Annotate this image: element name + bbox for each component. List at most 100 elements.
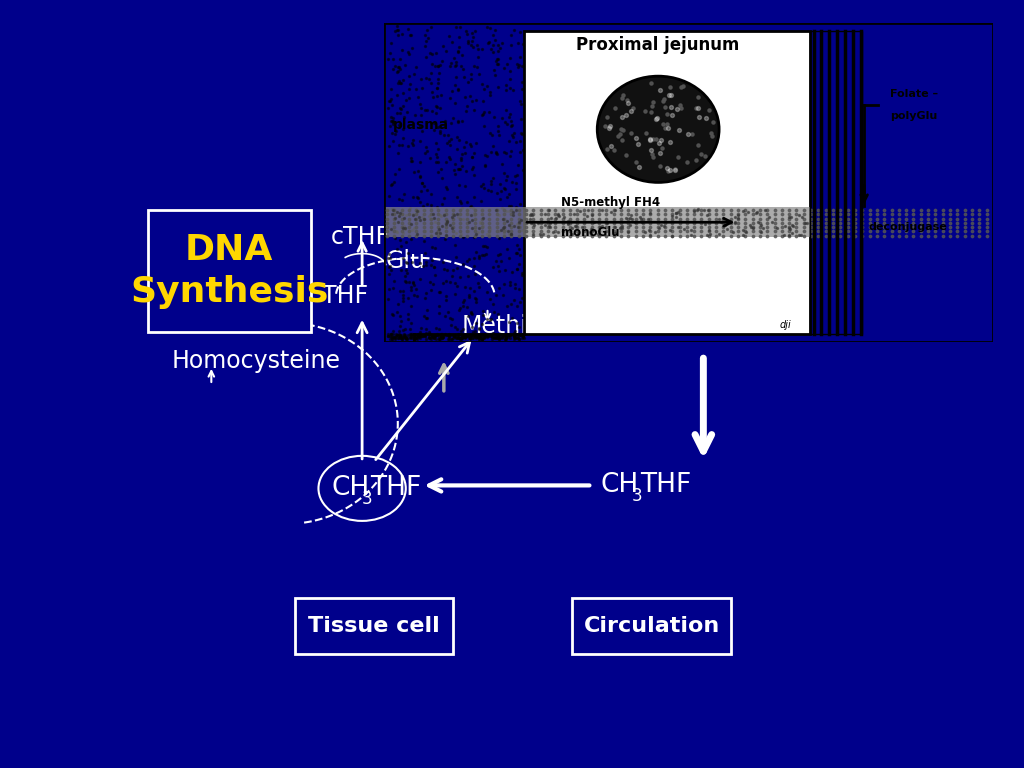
- Point: [643, 144, 659, 156]
- Point: [502, 329, 518, 342]
- Point: [737, 217, 754, 229]
- Text: THF: THF: [370, 475, 421, 502]
- Point: [664, 230, 680, 242]
- Point: [409, 221, 425, 233]
- Point: [449, 280, 465, 292]
- Point: [390, 332, 407, 344]
- Point: [382, 120, 398, 132]
- Point: [417, 247, 433, 260]
- Point: [508, 177, 524, 189]
- Point: [386, 225, 402, 237]
- Point: [649, 221, 666, 233]
- Point: [476, 331, 493, 343]
- Point: [471, 68, 487, 81]
- Point: [493, 333, 509, 345]
- Point: [662, 223, 678, 236]
- Point: [458, 104, 474, 117]
- Point: [561, 204, 578, 216]
- Point: [502, 228, 518, 240]
- Point: [780, 229, 797, 241]
- Point: [397, 236, 414, 248]
- Point: [507, 278, 523, 290]
- Point: [640, 214, 656, 226]
- Point: [461, 216, 477, 228]
- Point: [700, 221, 717, 233]
- Point: [672, 230, 688, 242]
- Point: [810, 208, 826, 220]
- Point: [480, 329, 497, 341]
- Point: [438, 294, 455, 306]
- Point: [501, 200, 517, 212]
- Point: [457, 147, 473, 160]
- Point: [797, 217, 813, 229]
- Point: [425, 330, 441, 343]
- Point: [429, 101, 445, 113]
- Point: [532, 208, 549, 220]
- Point: [394, 122, 411, 134]
- Point: [511, 333, 527, 345]
- Point: [513, 329, 529, 341]
- Point: [501, 220, 517, 232]
- Point: [497, 264, 513, 276]
- Point: [487, 290, 504, 302]
- Point: [407, 290, 423, 302]
- Point: [884, 217, 900, 229]
- Point: [744, 208, 761, 220]
- Point: [584, 217, 600, 229]
- Point: [412, 197, 428, 209]
- Point: [659, 164, 676, 177]
- Point: [498, 204, 514, 217]
- Point: [927, 217, 943, 229]
- Point: [508, 247, 524, 260]
- Point: [540, 221, 556, 233]
- Point: [435, 276, 452, 289]
- Point: [456, 231, 472, 243]
- Point: [503, 204, 519, 216]
- Point: [415, 82, 431, 94]
- Point: [476, 182, 493, 194]
- Point: [628, 213, 644, 225]
- Point: [598, 221, 614, 233]
- Text: THF: THF: [323, 284, 369, 308]
- Point: [502, 329, 518, 341]
- Point: [464, 163, 480, 175]
- Point: [509, 263, 525, 275]
- Point: [460, 224, 476, 237]
- Point: [686, 204, 702, 216]
- Point: [433, 55, 450, 68]
- Point: [621, 213, 637, 225]
- Point: [781, 208, 798, 220]
- Point: [949, 225, 966, 237]
- Point: [512, 94, 528, 107]
- Point: [564, 228, 581, 240]
- Point: [700, 217, 717, 229]
- Point: [385, 328, 401, 340]
- Point: [462, 137, 478, 150]
- Point: [510, 204, 526, 216]
- Point: [504, 312, 520, 324]
- Point: [481, 35, 498, 48]
- Point: [796, 204, 812, 216]
- Point: [453, 228, 469, 240]
- Point: [912, 221, 929, 233]
- Point: [387, 224, 403, 237]
- Point: [840, 225, 856, 237]
- Point: [397, 330, 414, 343]
- Point: [408, 109, 424, 121]
- Point: [387, 212, 403, 224]
- Point: [511, 243, 527, 255]
- Point: [430, 60, 446, 72]
- Text: monoGlu: monoGlu: [561, 226, 620, 239]
- Point: [430, 66, 446, 78]
- Point: [386, 221, 402, 233]
- Point: [390, 74, 407, 87]
- Point: [715, 213, 731, 225]
- Point: [690, 111, 707, 123]
- Point: [437, 208, 454, 220]
- Point: [781, 225, 798, 237]
- Point: [392, 329, 409, 341]
- Point: [898, 208, 914, 220]
- Point: [430, 77, 446, 89]
- Point: [513, 127, 529, 139]
- Point: [459, 28, 475, 40]
